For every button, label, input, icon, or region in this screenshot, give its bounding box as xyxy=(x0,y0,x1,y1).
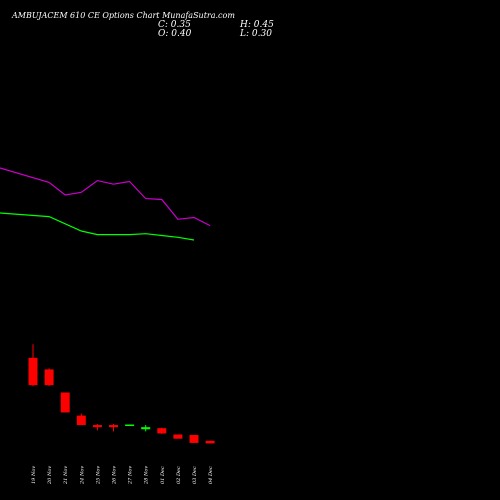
candle-body xyxy=(157,428,167,434)
open-readout: O: 0.40 xyxy=(158,29,191,39)
candle-body xyxy=(60,392,70,413)
candle-02-dec xyxy=(173,434,183,439)
x-tick-label: 19 Nov xyxy=(31,466,37,484)
x-tick-label: 27 Nov xyxy=(128,466,134,485)
candle-26-nov xyxy=(109,424,118,432)
candle-body xyxy=(125,424,135,427)
candle-body xyxy=(44,369,54,386)
candle-25-nov xyxy=(92,424,102,431)
candle-28-nov xyxy=(141,425,151,432)
low-label: L: xyxy=(240,29,250,39)
low-value: 0.30 xyxy=(251,29,272,39)
x-tick-label: 02 Dec xyxy=(176,466,182,484)
candle-body xyxy=(109,425,118,428)
high-value: 0.45 xyxy=(253,20,274,30)
high-label: H: xyxy=(240,20,251,30)
candle-body xyxy=(92,425,102,428)
low-readout: L: 0.30 xyxy=(240,29,272,39)
candle-03-dec xyxy=(189,435,199,443)
candle-27-nov xyxy=(125,424,135,427)
x-tick-label: 04 Dec xyxy=(208,466,214,484)
candle-layer xyxy=(28,344,215,444)
moving-average-line-2 xyxy=(0,167,211,227)
open-value: 0.40 xyxy=(171,29,192,39)
close-value: 0.35 xyxy=(170,20,191,30)
x-tick-label: 25 Nov xyxy=(95,466,101,485)
x-tick-label: 28 Nov xyxy=(144,466,150,485)
candle-body xyxy=(173,434,183,439)
x-tick-layer: 19 Nov 20 Nov 21 Nov 24 Nov 25 Nov 26 Nov 27 N… xyxy=(31,466,214,485)
chart-title: AMBUJACEM 610 CE Options Chart MunafaSut… xyxy=(12,11,235,20)
candle-21-nov xyxy=(60,392,70,413)
candle-01-dec xyxy=(157,427,167,434)
x-tick-label: 01 Dec xyxy=(160,466,166,484)
candle-04-dec xyxy=(205,440,215,444)
candle-24-nov xyxy=(76,413,86,426)
close-label: C: xyxy=(158,20,168,30)
x-tick-label: 21 Nov xyxy=(63,466,69,485)
candle-body xyxy=(76,415,86,426)
close-readout: C: 0.35 xyxy=(158,20,191,30)
candle-body xyxy=(189,435,199,443)
candle-body xyxy=(205,440,215,444)
candle-19-nov xyxy=(28,344,38,387)
x-tick-label: 26 Nov xyxy=(112,466,118,485)
high-readout: H: 0.45 xyxy=(240,20,274,30)
candle-body xyxy=(28,357,38,386)
x-tick-label: 24 Nov xyxy=(79,466,85,485)
open-label: O: xyxy=(158,29,169,39)
candle-body xyxy=(141,427,151,430)
moving-average-line-1 xyxy=(0,212,195,241)
x-tick-label: 03 Dec xyxy=(192,466,198,484)
moving-average-layer xyxy=(0,167,211,241)
x-tick-label: 20 Nov xyxy=(47,466,53,485)
candle-20-nov xyxy=(44,368,54,387)
